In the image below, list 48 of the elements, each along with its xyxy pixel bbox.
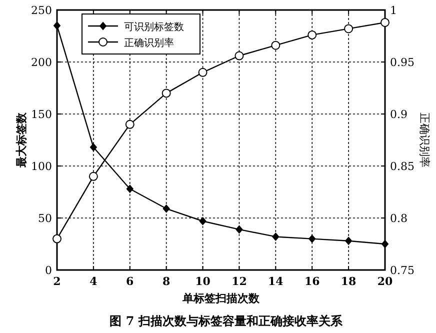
x-tick-label: 14 bbox=[268, 275, 284, 288]
y-tick-label: 250 bbox=[31, 4, 52, 17]
point bbox=[308, 234, 316, 243]
x-tick-label: 4 bbox=[90, 275, 98, 288]
point bbox=[199, 217, 206, 226]
point bbox=[126, 184, 134, 193]
y2-tick-label: 1 bbox=[390, 4, 397, 17]
legend-label: 正确识别率 bbox=[124, 37, 174, 49]
point bbox=[380, 18, 390, 27]
y-tick-label: 150 bbox=[31, 108, 52, 121]
point bbox=[308, 30, 317, 40]
point bbox=[272, 232, 280, 241]
point bbox=[54, 22, 60, 30]
x-tick-label: 16 bbox=[304, 275, 320, 288]
point bbox=[198, 68, 208, 77]
point bbox=[234, 51, 244, 60]
y-tick-label: 200 bbox=[31, 56, 52, 69]
x-tick-label: 8 bbox=[162, 275, 171, 288]
point bbox=[52, 234, 62, 244]
x-tick-label: 10 bbox=[195, 275, 211, 288]
point bbox=[382, 240, 388, 248]
y2-tick-label: 0.75 bbox=[390, 264, 414, 277]
point bbox=[90, 143, 97, 152]
y-tick-label: 100 bbox=[31, 160, 52, 173]
point bbox=[345, 236, 352, 245]
y-axis-title: 最大标签数 bbox=[15, 112, 28, 168]
point bbox=[236, 225, 243, 234]
x-tick-label: 12 bbox=[232, 275, 247, 288]
x-tick-label: 18 bbox=[340, 275, 357, 288]
point bbox=[344, 24, 354, 34]
y-tick-label: 0 bbox=[45, 264, 52, 277]
x-tick-label: 20 bbox=[377, 275, 393, 288]
point bbox=[162, 88, 171, 98]
x-tick-label: 2 bbox=[53, 275, 61, 288]
point bbox=[88, 172, 98, 181]
x-tick-label: 6 bbox=[126, 275, 134, 288]
point bbox=[271, 40, 280, 50]
point bbox=[162, 204, 170, 213]
y2-tick-label: 0.8 bbox=[390, 212, 408, 225]
y2-tick-label: 0.95 bbox=[390, 56, 414, 69]
y2-tick-label: 0.9 bbox=[390, 108, 408, 121]
y2-axis-title: 正确识别率 bbox=[418, 112, 431, 168]
y2-tick-label: 0.85 bbox=[390, 160, 414, 173]
x-axis-title: 单标签扫描次数 bbox=[182, 292, 260, 305]
legend-label: 可识别标签数 bbox=[124, 21, 184, 33]
text: 图 7 扫描次数与标签容量和正确接收率关系 bbox=[110, 314, 344, 328]
y-tick-label: 50 bbox=[38, 212, 52, 225]
point bbox=[125, 120, 134, 129]
